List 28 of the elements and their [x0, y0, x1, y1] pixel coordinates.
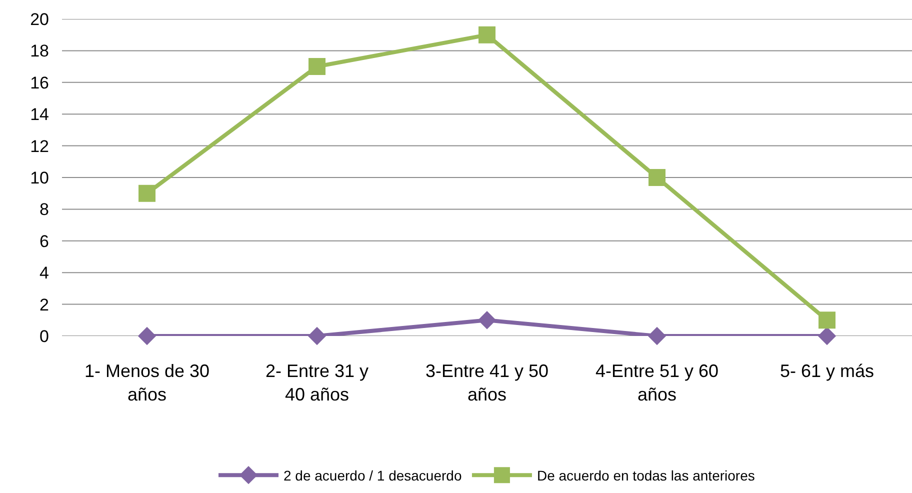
legend-label: De acuerdo en todas las anteriores [536, 468, 755, 484]
point [818, 312, 836, 329]
point [478, 26, 496, 44]
y-tick-label: 4 [40, 264, 49, 283]
y-tick-label: 14 [30, 105, 49, 124]
y-tick-label: 8 [40, 200, 49, 220]
point [478, 311, 496, 330]
x-tick-label: 5- 61 y más [780, 361, 874, 381]
x-tick-label: 2- Entre 31 y 40 años [265, 361, 369, 404]
y-tick-label: 10 [30, 168, 49, 188]
point [818, 326, 836, 346]
point [308, 58, 326, 76]
point [138, 184, 156, 202]
point [138, 326, 156, 346]
legend-label: 2 de acuerdo / 1 desacuerdo [284, 468, 462, 484]
y-tick-label: 18 [30, 42, 49, 61]
y-tick-label: 2 [40, 295, 49, 314]
x-tick-label: 3-Entre 41 y 50 años [425, 361, 549, 404]
x-tick-label: 1- Menos de 30 años [84, 361, 210, 404]
y-tick-label: 12 [30, 136, 49, 156]
point [308, 326, 326, 346]
y-tick-label: 16 [30, 73, 49, 92]
y-tick-label: 6 [40, 232, 49, 251]
point [648, 326, 666, 346]
y-tick-label: 0 [40, 326, 49, 346]
y-tick-label: 20 [30, 10, 49, 29]
x-tick-label: 4-Entre 51 y 60 años [595, 361, 719, 404]
point [648, 169, 666, 186]
